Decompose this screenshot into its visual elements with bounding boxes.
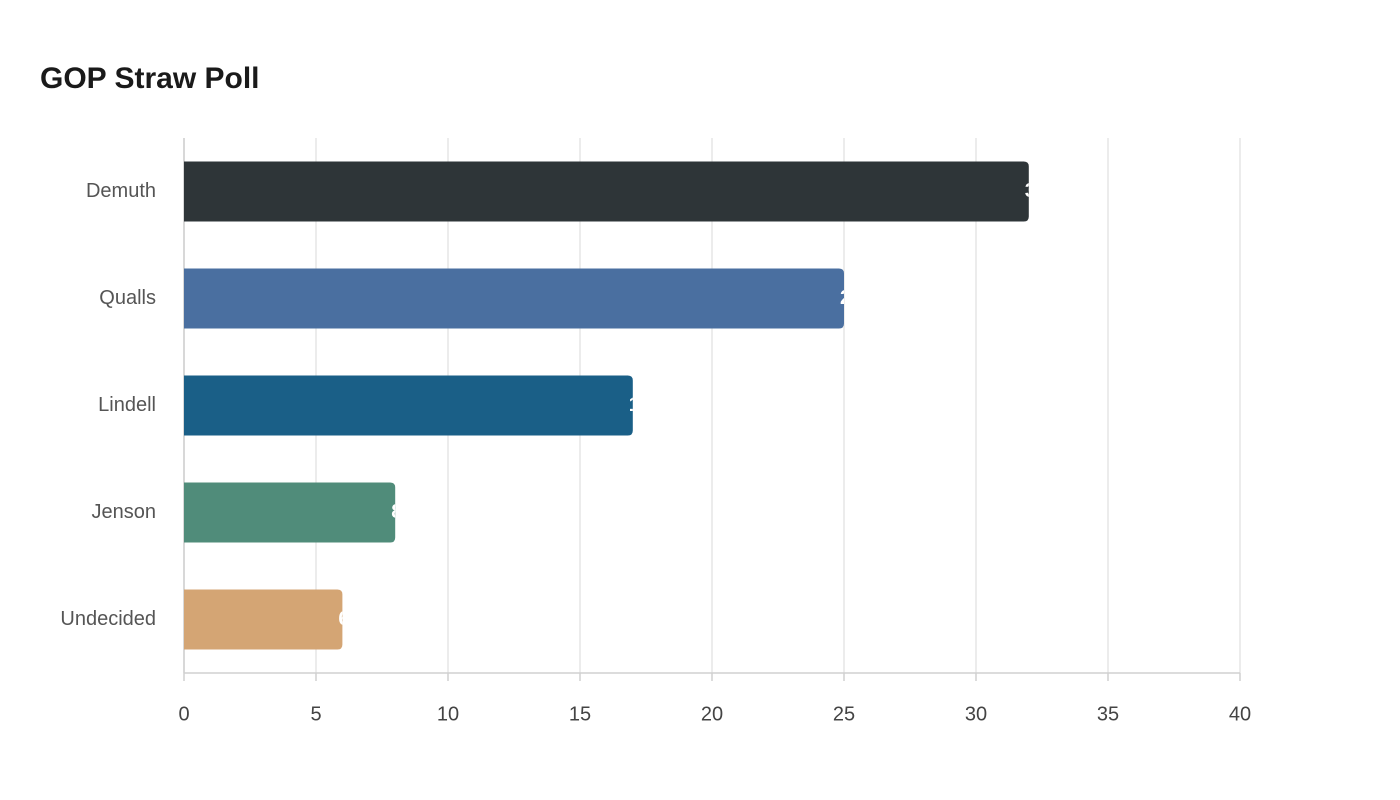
bar xyxy=(184,268,844,329)
y-tick-label: Demuth xyxy=(86,180,156,202)
bar xyxy=(184,589,343,650)
y-tick-label: Jenson xyxy=(92,501,157,523)
y-tick-label: Undecided xyxy=(60,608,156,630)
x-tick-label: 40 xyxy=(1229,703,1251,725)
bar xyxy=(184,161,1029,222)
chart-title: GOP Straw Poll xyxy=(40,62,260,95)
value-label: 8 xyxy=(391,501,402,523)
bar xyxy=(184,482,396,543)
x-tick-label: 35 xyxy=(1097,703,1119,725)
x-tick-label: 25 xyxy=(833,703,855,725)
value-label: 17 xyxy=(629,394,651,416)
value-label: 25 xyxy=(840,287,862,309)
x-tick-label: 0 xyxy=(178,703,189,725)
value-label: 32 xyxy=(1025,180,1047,202)
x-tick-label: 15 xyxy=(569,703,591,725)
y-tick-label: Qualls xyxy=(99,287,156,309)
bar xyxy=(184,375,633,436)
x-tick-label: 20 xyxy=(701,703,723,725)
x-tick-label: 30 xyxy=(965,703,987,725)
x-tick-label: 10 xyxy=(437,703,459,725)
value-label: 6 xyxy=(338,608,349,630)
x-tick-label: 5 xyxy=(310,703,321,725)
y-tick-label: Lindell xyxy=(98,394,156,416)
